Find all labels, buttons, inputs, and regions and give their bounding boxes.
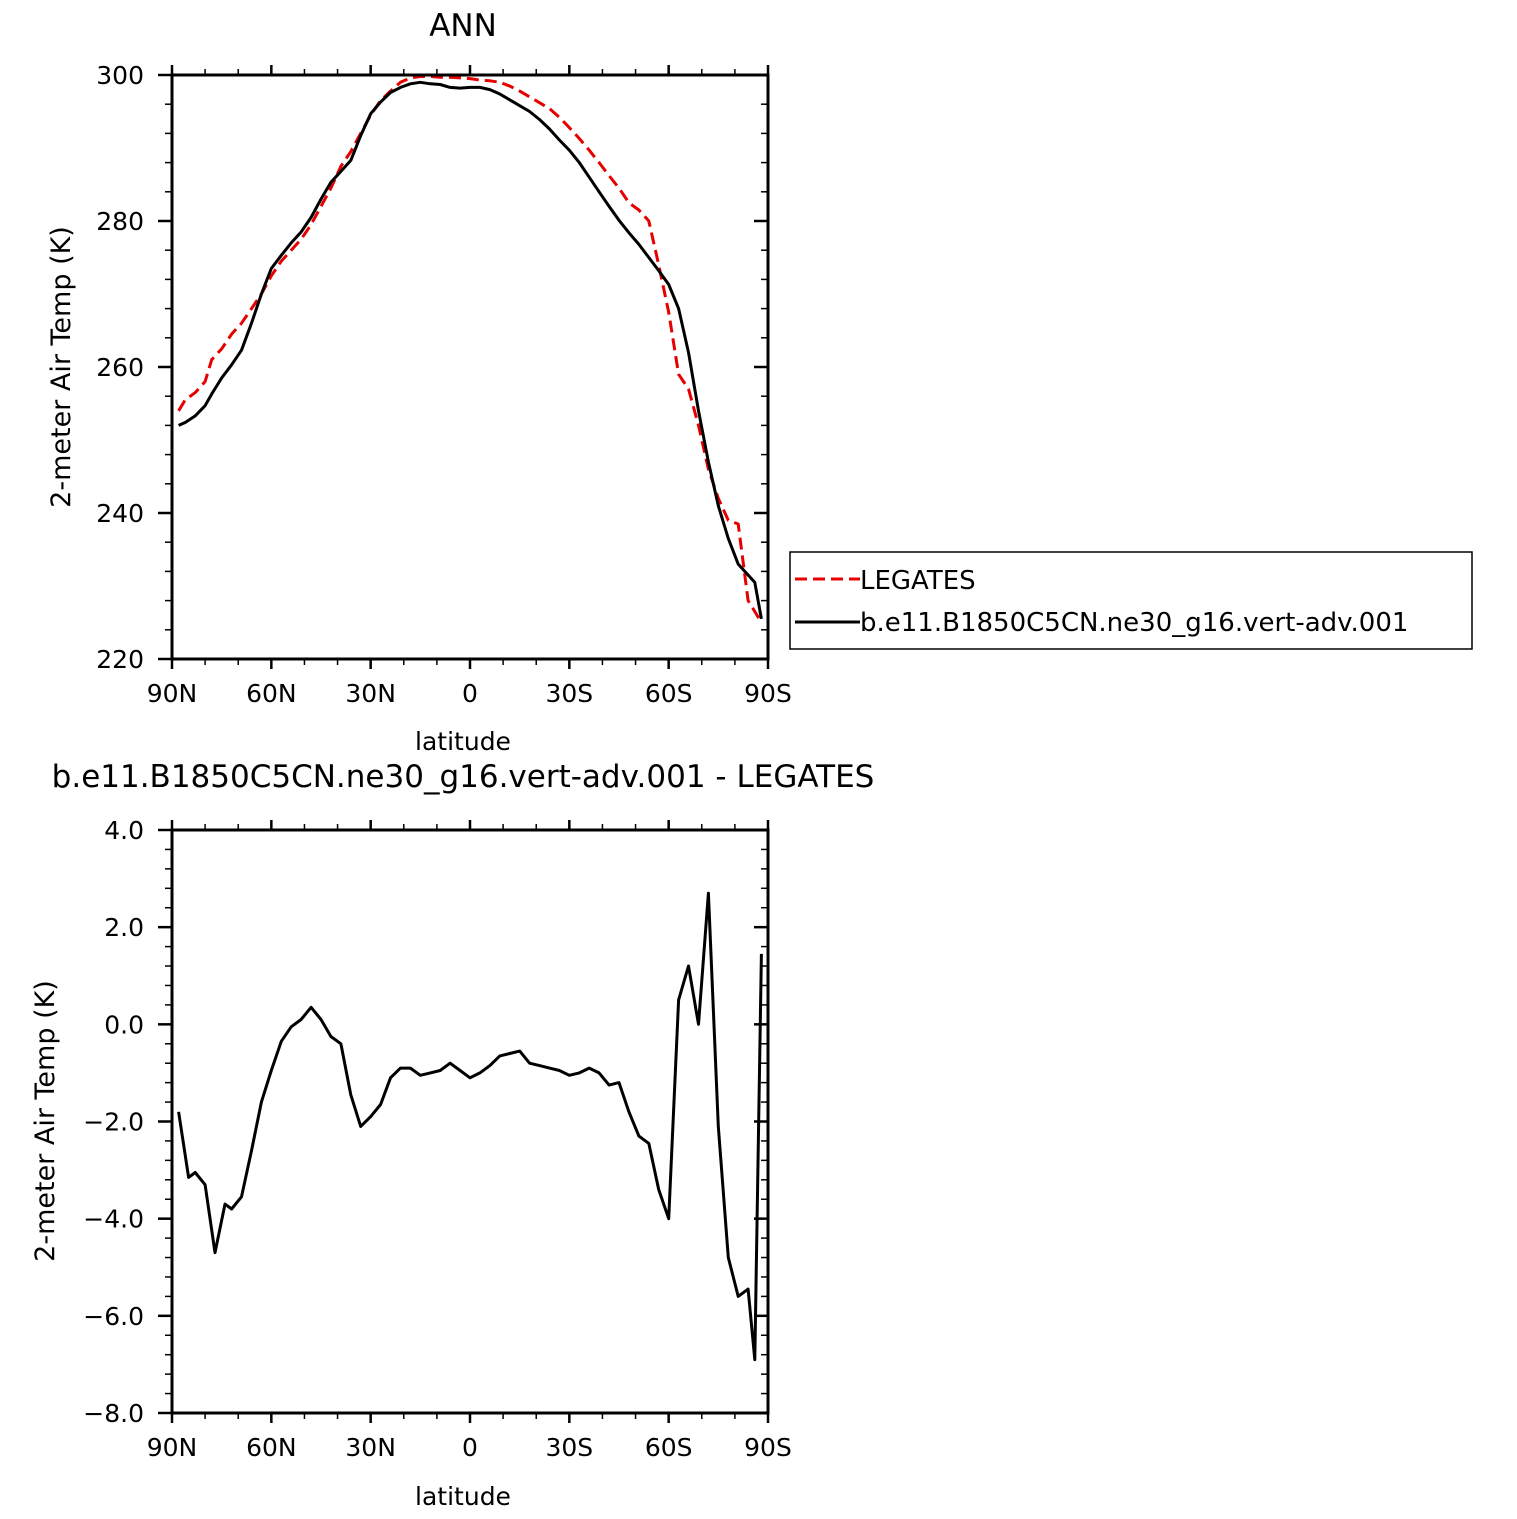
x-axis-label-difference: latitude (415, 1482, 511, 1511)
plot-frame-difference (170, 828, 770, 1415)
y-axis-label-difference: 2-meter Air Temp (K) (30, 980, 61, 1262)
legend: LEGATES b.e11.B1850C5CN.ne30_g16.vert-ad… (789, 551, 1473, 650)
x-tick-label: 0 (462, 1433, 478, 1462)
x-tick-label: 60N (246, 679, 297, 708)
y-tick-label: 0.0 (104, 1010, 144, 1039)
y-tick-label: 260 (96, 353, 144, 382)
x-tick-label: 30S (545, 1433, 593, 1462)
plot-area: 90N 60N 30N 0 30S 60S 90S 220 240 260 280 300 (96, 61, 792, 708)
x-tick-label: 30N (345, 1433, 396, 1462)
x-tick-label: 60S (645, 679, 693, 708)
y-tick-label: 220 (96, 645, 144, 674)
x-tick-label: 90S (744, 679, 792, 708)
y-tick-label: −4.0 (83, 1205, 144, 1234)
x-tick-label: 30S (545, 679, 593, 708)
y-axis-label: 2-meter Air Temp (K) (46, 226, 77, 508)
x-tick-label: 60S (645, 1433, 693, 1462)
plot-frame (170, 73, 770, 661)
x-tick-label: 30N (345, 679, 396, 708)
y-tick-label: 300 (96, 61, 144, 90)
series-line-model-difference (177, 891, 763, 1362)
chart-title: ANN (429, 8, 497, 44)
legend-label-model: b.e11.B1850C5CN.ne30_g16.vert-adv.001 (860, 608, 1408, 638)
y-tick-label: 4.0 (104, 816, 144, 845)
panel-bottom: b.e11.B1850C5CN.ne30_g16.vert-adv.001 - … (30, 759, 874, 1511)
y-tick-label: 280 (96, 207, 144, 236)
legend-box (789, 551, 1473, 650)
x-axis-label: latitude (415, 727, 511, 756)
y-tick-label: −2.0 (83, 1108, 144, 1137)
panel-top: ANN 90N 60N 30N 0 30S 60S 90S 220 240 260 280 300 l… (46, 8, 792, 756)
y-tick-label: 2.0 (104, 913, 144, 942)
plot-area-difference: 90N 60N 30N 0 30S 60S 90S −8.0 −6.0 −4.0 −2.0 0.0 2.… (83, 816, 792, 1462)
x-tick-label: 60N (246, 1433, 297, 1462)
x-tick-label: 90N (147, 1433, 198, 1462)
x-tick-label: 90N (147, 679, 198, 708)
legend-label-legates: LEGATES (860, 566, 976, 596)
x-tick-label: 0 (462, 679, 478, 708)
y-tick-label: 240 (96, 499, 144, 528)
y-tick-label: −6.0 (83, 1302, 144, 1331)
series-line-model (177, 80, 763, 620)
chart-title-difference: b.e11.B1850C5CN.ne30_g16.vert-adv.001 - … (52, 759, 875, 795)
series-line-legates (177, 75, 763, 624)
x-tick-label: 90S (744, 1433, 792, 1462)
y-tick-label: −8.0 (83, 1399, 144, 1428)
